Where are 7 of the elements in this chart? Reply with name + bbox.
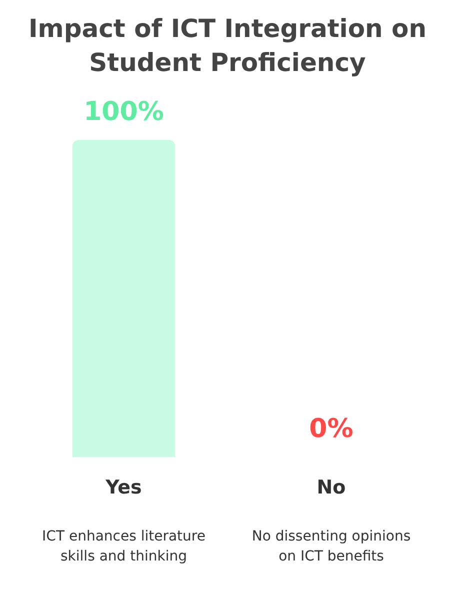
x-tick-label: Yes [104,476,142,499]
text: No dissenting opinions on ICT benefits [252,528,411,565]
data-label: 0% [309,414,354,444]
x-tick-label: No [316,476,346,499]
chart-title: Impact of ICT Integration on Student Proficiency [27,13,428,79]
text: ICT enhances literature skills and thinking [42,528,206,565]
data-label: 100% [84,96,164,127]
